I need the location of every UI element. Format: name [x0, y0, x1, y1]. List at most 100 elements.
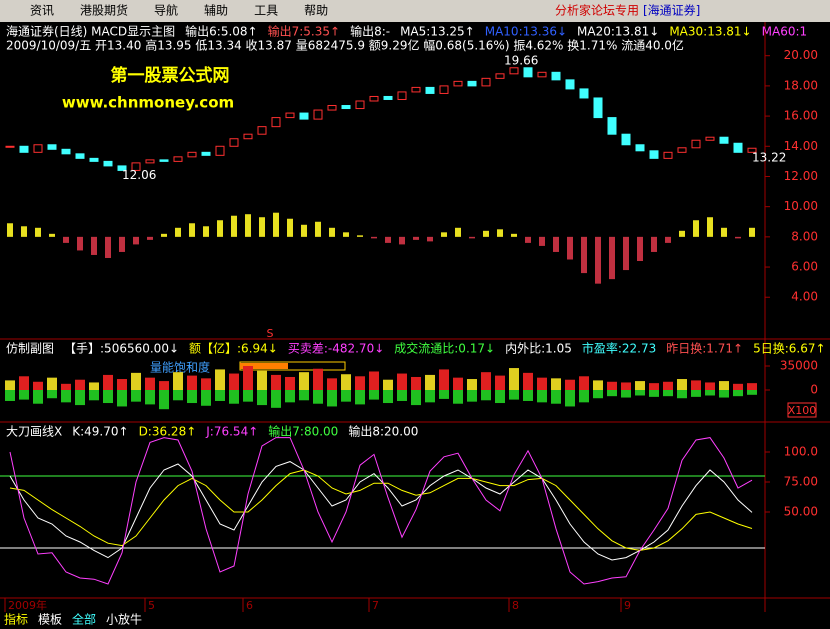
buy-bar — [579, 376, 589, 391]
sell-bar — [327, 390, 337, 407]
macd-bar — [105, 236, 111, 258]
candle — [607, 117, 617, 135]
y-tick-label: 14.00 — [784, 139, 818, 153]
macd-bar — [315, 221, 321, 237]
candle — [481, 77, 491, 87]
y-tick-label: 20.00 — [784, 48, 818, 62]
buy-bar — [19, 376, 29, 391]
header-item: 输出8:20.00 — [348, 424, 418, 439]
time-label: 9 — [624, 599, 631, 612]
macd-bar — [595, 236, 601, 284]
macd-bar — [7, 223, 13, 237]
sell-bar — [523, 390, 533, 401]
candle — [257, 126, 267, 135]
sell-bar — [299, 390, 309, 401]
sell-bar — [677, 390, 687, 399]
menu-item[interactable]: 工具 — [254, 4, 278, 18]
candle — [677, 147, 687, 153]
sell-bar — [439, 390, 449, 399]
time-label: 7 — [372, 599, 379, 612]
macd-bar — [651, 236, 657, 252]
buy-bar — [215, 369, 225, 391]
candle — [467, 80, 477, 87]
sell-bar — [229, 390, 239, 404]
header-item: 成交流通比:0.17↓ — [394, 341, 495, 356]
header-item: MA20:13.81↓ — [577, 25, 659, 39]
sell-bar — [607, 390, 617, 397]
macd-bar — [581, 236, 587, 274]
buy-bar — [341, 374, 351, 391]
bar-info: 2009/10/09/五 开13.40 高13.95 低13.34 收13.87… — [6, 38, 684, 53]
buy-bar — [481, 372, 491, 391]
macd-bar — [385, 236, 391, 243]
kdj-line — [9, 469, 753, 551]
candle — [47, 144, 57, 150]
candle — [131, 162, 141, 171]
macd-bar — [49, 233, 55, 237]
header-item: 仿制副图 — [6, 342, 54, 356]
tab[interactable]: 指标 — [4, 612, 28, 627]
sell-bar — [509, 390, 519, 400]
candle — [523, 67, 533, 78]
tab[interactable]: 小放牛 — [106, 612, 142, 627]
sell-bar — [481, 390, 491, 401]
candle — [103, 160, 113, 167]
menu-item[interactable]: 导航 — [154, 3, 178, 18]
sell-bar — [691, 390, 701, 397]
macd-bar — [287, 218, 293, 237]
macd-bar — [707, 217, 713, 237]
candle — [635, 144, 645, 152]
sell-bar — [411, 390, 421, 406]
candle — [663, 151, 673, 159]
buy-bar — [537, 377, 547, 391]
kdj-line — [9, 437, 753, 585]
sell-bar — [19, 390, 29, 400]
sell-bar — [565, 390, 575, 407]
kdj-line — [9, 461, 753, 561]
buy-bar — [355, 376, 365, 391]
menu-item[interactable]: 帮助 — [304, 4, 328, 18]
buy-bar — [467, 379, 477, 391]
buy-bar — [425, 374, 435, 391]
header-item: 大刀画线X — [6, 425, 62, 439]
buy-bar — [89, 382, 99, 391]
header-item: MA60:1 — [762, 25, 808, 39]
sell-bar — [33, 390, 43, 404]
candle — [201, 151, 211, 156]
sell-bar — [173, 390, 183, 401]
buy-bar — [621, 382, 631, 391]
sell-bar — [593, 390, 603, 399]
buy-bar — [187, 375, 197, 391]
sell-bar — [313, 390, 323, 404]
y-tick-label: 75.00 — [784, 475, 818, 489]
sell-bar — [285, 390, 295, 403]
time-label: 8 — [512, 599, 519, 612]
macd-bar — [175, 227, 181, 237]
brand: 分析家论坛专用 — [555, 3, 639, 18]
menu-item[interactable]: 辅助 — [204, 4, 228, 18]
candle — [33, 144, 43, 153]
buy-bar — [705, 382, 715, 391]
candle — [117, 165, 127, 171]
sell-bar — [103, 390, 113, 404]
candle — [145, 159, 155, 164]
candle — [495, 73, 505, 79]
buy-bar — [397, 373, 407, 391]
sell-bar — [495, 390, 505, 404]
candle — [355, 100, 365, 110]
tab[interactable]: 全部 — [72, 612, 96, 627]
candle — [453, 80, 463, 87]
sell-bar — [355, 390, 365, 405]
buy-bar — [229, 373, 239, 391]
watermark: 第一股票公式网 — [111, 65, 230, 86]
candle — [551, 71, 561, 81]
header-item: 市盈率:22.73 — [582, 341, 656, 356]
candle — [649, 150, 659, 159]
header-item: J:76.54↑ — [205, 425, 258, 439]
tab[interactable]: 模板 — [38, 613, 62, 627]
y-tick-label: 35000 — [780, 359, 818, 373]
buy-bar — [103, 374, 113, 391]
menu-item[interactable]: 资讯 — [30, 4, 54, 18]
candle — [19, 145, 29, 153]
menu-item[interactable]: 港股期货 — [80, 3, 128, 18]
